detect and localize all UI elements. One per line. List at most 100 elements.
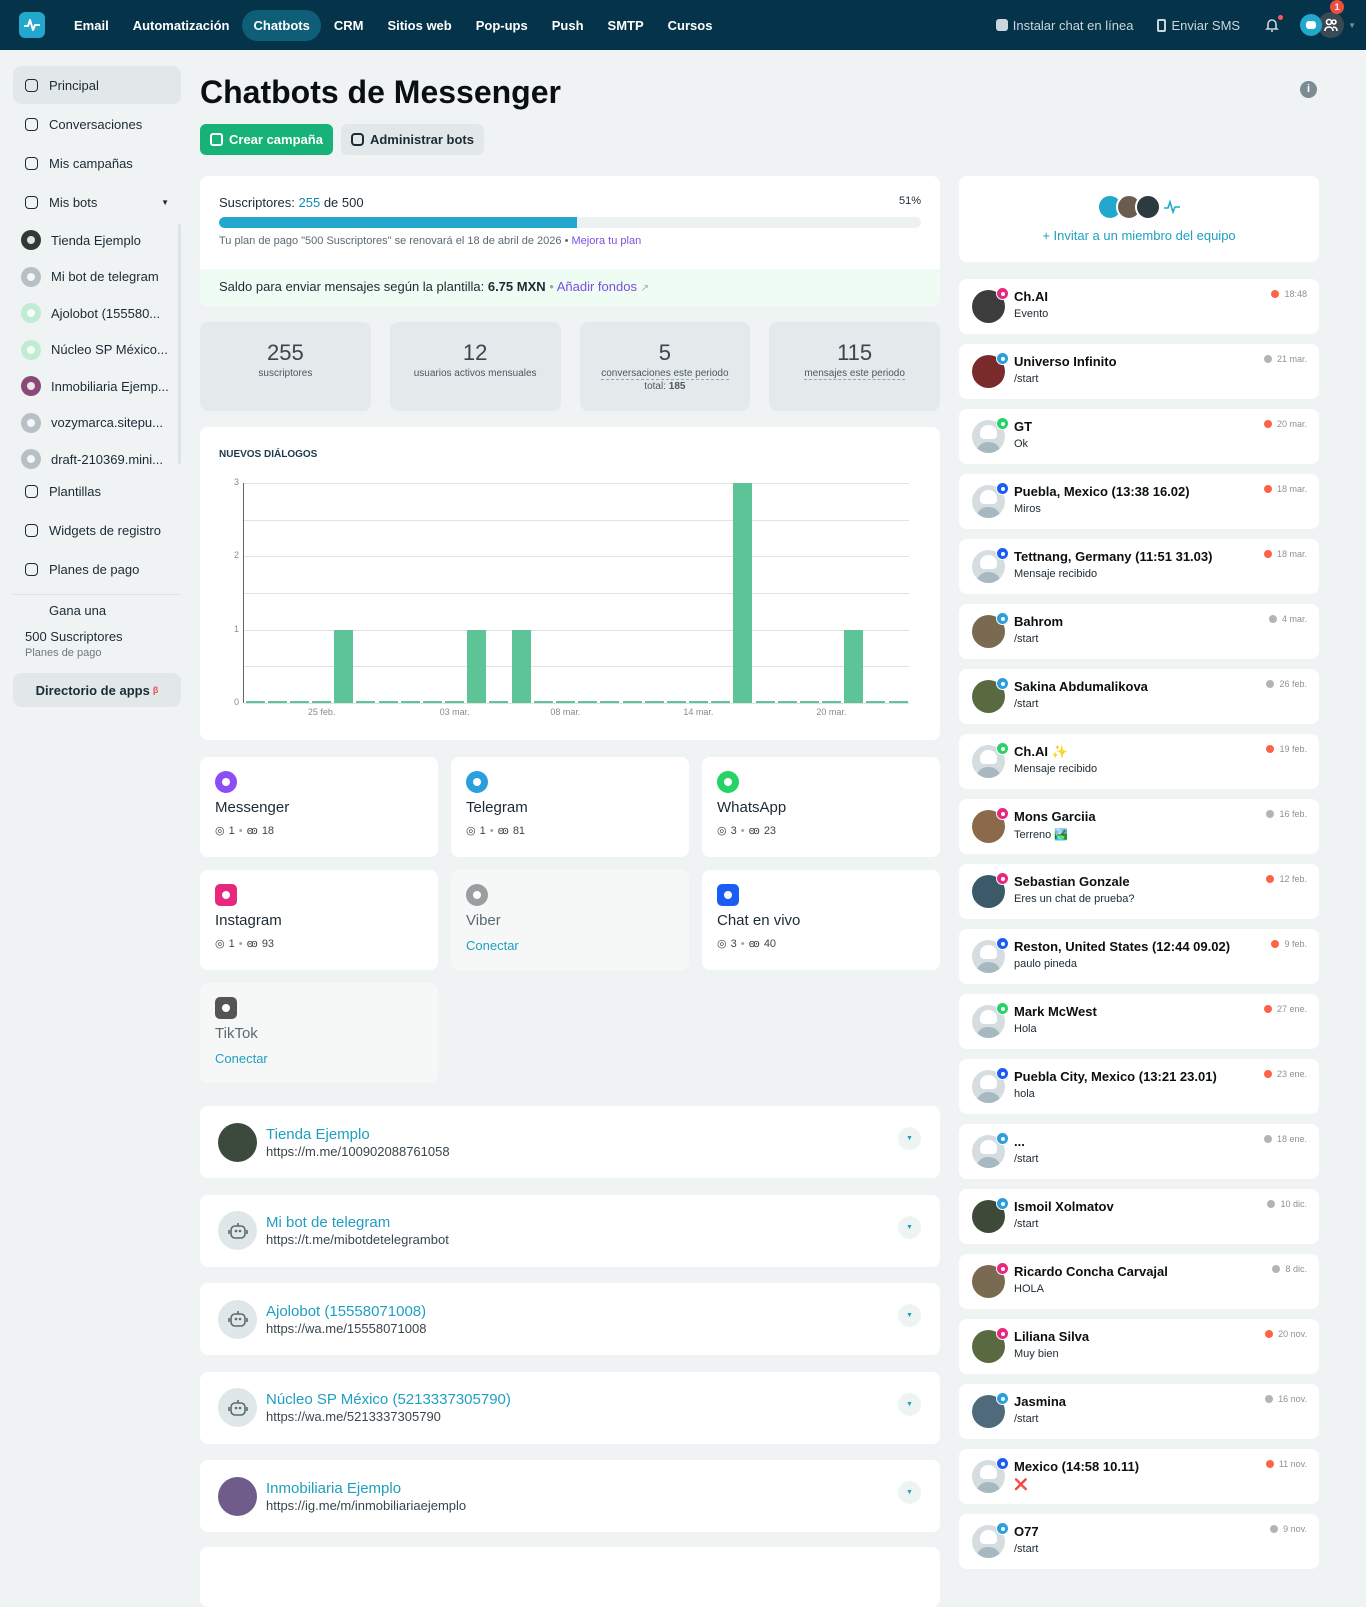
bar[interactable]	[733, 483, 753, 703]
conversation-item[interactable]: Ch.AI ✨ Mensaje recibido 19 feb.	[959, 734, 1319, 789]
bar[interactable]	[578, 701, 598, 703]
channel-card-instagram[interactable]: Instagram ◎ 1 • ꙭ 93	[200, 870, 438, 970]
conversation-item[interactable]: Reston, United States (12:44 09.02) paul…	[959, 929, 1319, 984]
bar[interactable]	[866, 701, 886, 703]
bot-name-link[interactable]: Inmobiliaria Ejemplo	[266, 1479, 402, 1497]
bar[interactable]	[467, 629, 487, 703]
bar[interactable]	[400, 701, 420, 703]
invite-team-member-link[interactable]: + Invitar a un miembro del equipo	[1042, 228, 1236, 243]
bar[interactable]	[666, 701, 686, 703]
conversation-item[interactable]: Ricardo Concha Carvajal HOLA 8 dic.	[959, 1254, 1319, 1309]
bar[interactable]	[799, 701, 819, 703]
sidebar-item-planes-de-pago[interactable]: Planes de pago	[13, 550, 181, 588]
info-icon[interactable]: i	[1300, 81, 1317, 98]
sidebar-item-principal[interactable]: Principal	[13, 66, 181, 104]
apps-directory-button[interactable]: Directorio de apps β	[13, 673, 181, 707]
channel-card-messenger[interactable]: Messenger ◎ 1 • ꙭ 18	[200, 757, 438, 857]
conversation-item[interactable]: Jasmina /start 16 nov.	[959, 1384, 1319, 1439]
bot-name-link[interactable]: Tienda Ejemplo	[266, 1125, 370, 1143]
expand-button[interactable]: ▼	[898, 1481, 921, 1504]
connect-link[interactable]: Conectar	[466, 938, 519, 953]
bar[interactable]	[689, 701, 709, 703]
channel-card-chat-en-vivo[interactable]: Chat en vivo ◎ 3 • ꙭ 40	[702, 870, 940, 970]
conversation-item[interactable]: Mark McWest Hola 27 ene.	[959, 994, 1319, 1049]
sidebar-item-mis-bots[interactable]: Mis bots ▼	[13, 183, 181, 221]
manage-bots-button[interactable]: Administrar bots	[340, 124, 484, 155]
sidebar-item-conversaciones[interactable]: Conversaciones	[13, 105, 181, 143]
bar[interactable]	[289, 701, 309, 703]
bar[interactable]	[555, 701, 575, 703]
bar[interactable]	[356, 701, 376, 703]
sidebar-bot-item[interactable]: Mi bot de telegram	[13, 259, 181, 296]
conversation-item[interactable]: Mexico (14:58 10.11) ❌ 11 nov.	[959, 1449, 1319, 1504]
bot-name-link[interactable]: Ajolobot (15558071008)	[266, 1302, 427, 1320]
bar[interactable]	[511, 629, 531, 703]
bar[interactable]	[644, 701, 664, 703]
conversation-item[interactable]: Bahrom /start 4 mar.	[959, 604, 1319, 659]
upgrade-plan-link[interactable]: Mejora tu plan	[571, 235, 642, 247]
create-campaign-button[interactable]: Crear campaña	[200, 124, 333, 155]
sidebar-item-widgets-de-registro[interactable]: Widgets de registro	[13, 511, 181, 549]
bar[interactable]	[711, 701, 731, 703]
bar[interactable]	[622, 701, 642, 703]
bar[interactable]	[445, 701, 465, 703]
sidebar-bot-item[interactable]: Núcleo SP México...	[13, 332, 181, 369]
account-menu[interactable]: 1 ▼	[1300, 0, 1356, 38]
bar[interactable]	[533, 701, 553, 703]
bar[interactable]	[489, 701, 509, 703]
nav-sitios-web[interactable]: Sitios web	[387, 17, 452, 33]
bar[interactable]	[245, 701, 265, 703]
conversation-item[interactable]: Tettnang, Germany (11:51 31.03) Mensaje …	[959, 539, 1319, 594]
sidebar-bot-item[interactable]: draft-210369.mini...	[13, 441, 181, 472]
bar[interactable]	[312, 701, 332, 703]
connect-link[interactable]: Conectar	[215, 1051, 268, 1066]
add-funds-link[interactable]: Añadir fondos	[556, 279, 637, 294]
conversation-item[interactable]: Sakina Abdumalikova /start 26 feb.	[959, 669, 1319, 724]
nav-chatbots[interactable]: Chatbots	[242, 9, 321, 41]
channel-card-telegram[interactable]: Telegram ◎ 1 • ꙭ 81	[451, 757, 689, 857]
nav-push[interactable]: Push	[551, 17, 584, 33]
bar[interactable]	[267, 701, 287, 703]
bot-name-link[interactable]: Mi bot de telegram	[266, 1214, 391, 1231]
sidebar-item-mis-campa-as[interactable]: Mis campañas	[13, 144, 181, 182]
conversation-item[interactable]: Universo Infinito /start 21 mar.	[959, 344, 1319, 399]
notifications-button[interactable]	[1264, 15, 1284, 33]
sidebar-bot-item[interactable]: Tienda Ejemplo	[13, 222, 181, 259]
conversation-item[interactable]: Puebla, Mexico (13:38 16.02) Miros 18 ma…	[959, 474, 1319, 529]
logo-icon[interactable]	[19, 12, 45, 38]
nav-automatizaci-n[interactable]: Automatización	[132, 17, 230, 33]
promo-banner[interactable]: Gana una 500 Suscriptores Planes de pago	[25, 603, 123, 659]
bar[interactable]	[378, 701, 398, 703]
conversation-item[interactable]: Ch.AI Evento 18:48	[959, 279, 1319, 334]
bot-name-link[interactable]: Núcleo SP México (5213337305790)	[266, 1391, 511, 1408]
sidebar-item-plantillas[interactable]: Plantillas	[13, 472, 181, 510]
nav-cursos[interactable]: Cursos	[667, 17, 713, 33]
nav-crm[interactable]: CRM	[333, 17, 364, 33]
bar[interactable]	[822, 701, 842, 703]
nav-pop-ups[interactable]: Pop-ups	[475, 17, 528, 33]
bar[interactable]	[334, 629, 354, 703]
nav-smtp[interactable]: SMTP	[607, 17, 644, 33]
channel-card-tiktok[interactable]: TikTok Conectar	[200, 983, 438, 1083]
bar[interactable]	[755, 701, 775, 703]
sidebar-bot-item[interactable]: Inmobiliaria Ejemp...	[13, 368, 181, 405]
expand-button[interactable]: ▼	[898, 1215, 921, 1239]
bar[interactable]	[777, 701, 797, 703]
conversation-item[interactable]: GT Ok 20 mar.	[959, 409, 1319, 464]
bar[interactable]	[888, 701, 908, 703]
conversation-item[interactable]: ... /start 18 ene.	[959, 1124, 1319, 1179]
conversation-item[interactable]: Sebastian Gonzale Eres un chat de prueba…	[959, 864, 1319, 919]
channel-card-viber[interactable]: Viber Conectar	[451, 870, 689, 970]
sidebar-bot-item[interactable]: vozymarca.sitepu...	[13, 405, 181, 442]
sidebar-bot-item[interactable]: Ajolobot (155580...	[13, 295, 181, 332]
nav-email[interactable]: Email	[74, 17, 109, 33]
bar[interactable]	[422, 701, 442, 703]
expand-button[interactable]: ▼	[898, 1304, 921, 1327]
channel-card-whatsapp[interactable]: WhatsApp ◎ 3 • ꙭ 23	[702, 757, 940, 857]
conversation-item[interactable]: Liliana Silva Muy bien 20 nov.	[959, 1319, 1319, 1374]
conversation-item[interactable]: O77 /start 9 nov.	[959, 1514, 1319, 1569]
chevron-down-icon[interactable]: ▼	[161, 197, 169, 207]
send-sms-link[interactable]: Enviar SMS	[1157, 18, 1240, 33]
expand-button[interactable]: ▼	[898, 1392, 921, 1416]
bar[interactable]	[600, 701, 620, 703]
